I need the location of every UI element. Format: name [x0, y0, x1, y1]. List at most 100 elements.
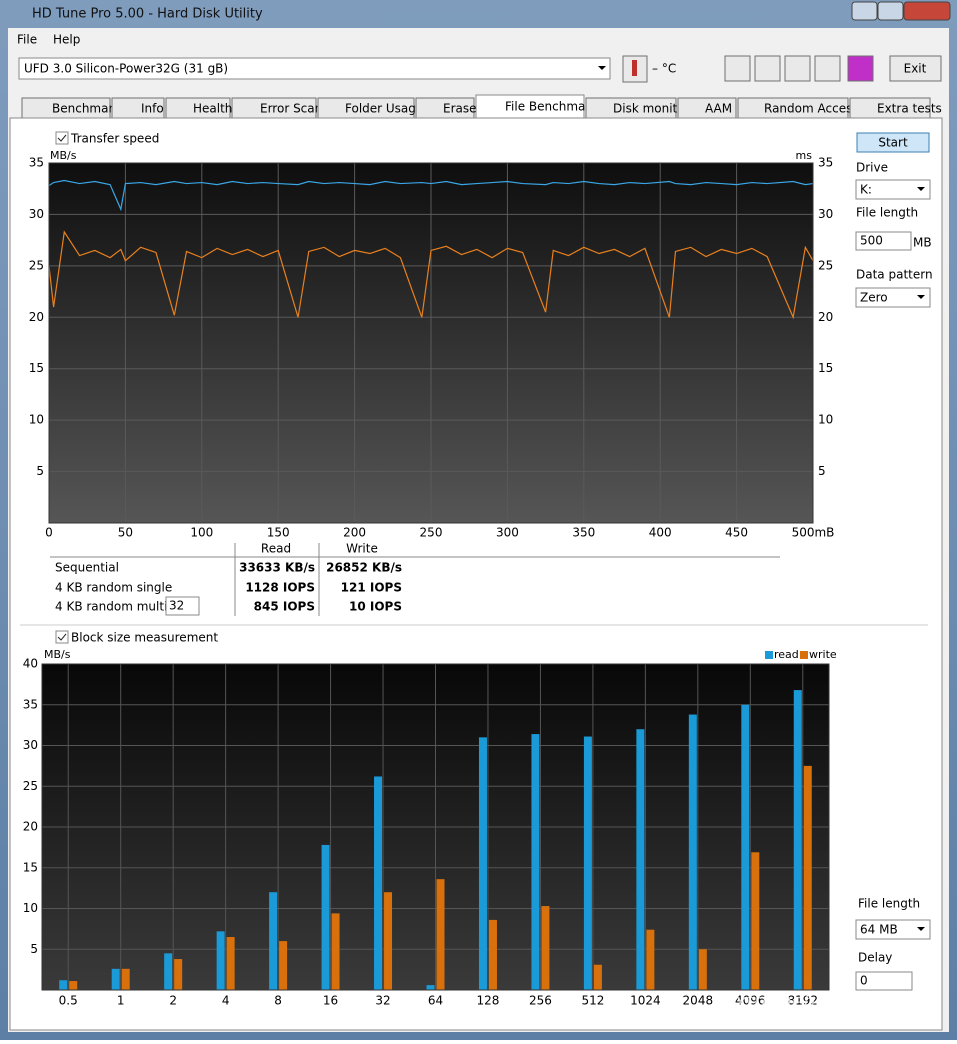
checkmark	[57, 134, 67, 142]
copy-all-button[interactable]	[754, 55, 781, 82]
spinner-text: 32	[169, 599, 184, 613]
x-tick-label: 350	[572, 526, 595, 540]
x-tick-label: 100	[190, 526, 213, 540]
options-button[interactable]	[814, 55, 841, 82]
pattern-combo[interactable]	[855, 287, 931, 308]
row-label: 4 KB random single	[55, 581, 172, 595]
bar	[374, 776, 383, 990]
y-axis-label: MB/s	[50, 149, 77, 162]
checkbox[interactable]	[55, 131, 69, 145]
y2-axis-label: ms	[796, 149, 813, 162]
save-button[interactable]	[784, 55, 811, 82]
x-tick-label: 0	[45, 526, 53, 540]
bar	[751, 852, 760, 990]
bar	[226, 937, 235, 990]
dropdown-arrow	[598, 66, 606, 70]
y-tick-label: 35	[29, 156, 44, 170]
bar	[436, 879, 445, 990]
bar	[741, 704, 750, 990]
bar	[698, 949, 707, 990]
bar	[321, 844, 330, 990]
label: Data pattern	[856, 268, 933, 282]
exit-button[interactable]	[889, 55, 942, 82]
bar	[59, 980, 68, 990]
x-tick-label: 150	[267, 526, 290, 540]
label: File length	[856, 206, 918, 220]
plot-border	[48, 162, 814, 524]
checkbox-label: Transfer speed	[70, 132, 159, 146]
update-button[interactable]	[847, 55, 874, 82]
column-header: Read	[261, 542, 291, 556]
x-tick-label: 8192	[787, 994, 818, 1008]
combo-text: Zero	[860, 291, 888, 305]
tab-label: Disk monitor	[613, 102, 690, 116]
bar	[531, 734, 540, 990]
bar	[478, 737, 487, 990]
series-line	[48, 179, 814, 212]
input-text: 500	[860, 234, 883, 248]
start-button[interactable]	[856, 132, 930, 153]
label: File length	[858, 897, 920, 911]
cell: 33633 KB/s	[239, 561, 315, 575]
checkbox[interactable]	[55, 630, 69, 644]
unit: MB	[913, 236, 932, 250]
menu-item[interactable]: Help	[53, 33, 80, 47]
x-tick-label: 8	[274, 994, 282, 1008]
y2-tick-label: 5	[818, 464, 826, 478]
x-tick-label: 256	[529, 994, 552, 1008]
x-tick-label: 512	[581, 994, 604, 1008]
queue-spinner[interactable]	[165, 596, 200, 616]
tab-label: Erase	[443, 102, 477, 116]
maximize-button[interactable]	[877, 1, 904, 21]
y-tick-label: 35	[23, 697, 38, 711]
bar	[583, 736, 592, 990]
file-length-input[interactable]	[855, 231, 912, 251]
tab-label: File Benchmark	[505, 100, 597, 114]
drive-select[interactable]	[18, 57, 611, 80]
x-tick-label: 250	[420, 526, 443, 540]
bar	[384, 892, 393, 990]
bar	[803, 765, 812, 990]
block-length-combo[interactable]	[855, 919, 931, 940]
close-button[interactable]	[903, 1, 951, 21]
copy-button[interactable]	[724, 55, 751, 82]
bar	[69, 981, 78, 990]
tab-label: Random Access	[764, 102, 859, 116]
bar	[164, 953, 173, 990]
dropdown-arrow	[917, 187, 925, 191]
label: Delay	[858, 951, 892, 965]
cell: 1128 IOPS	[245, 581, 315, 595]
x-tick-label: 32	[375, 994, 390, 1008]
combo-text: 64 MB	[860, 923, 898, 937]
x-tick-label: 64	[428, 994, 443, 1008]
tab-label: Health	[193, 102, 232, 116]
y-tick-label: 25	[23, 779, 38, 793]
bar	[111, 968, 120, 990]
temperature: – °C	[652, 62, 676, 76]
cell: 26852 KB/s	[326, 561, 402, 575]
bar	[269, 892, 278, 990]
minimize-button[interactable]	[851, 1, 878, 21]
x-tick-label: 0.5	[59, 994, 78, 1008]
tab-bar: Benchmark Info Health Error Scan Folder …	[21, 94, 942, 120]
bar	[793, 690, 802, 990]
y-tick-label: 5	[36, 464, 44, 478]
charts: 0 50 100 150 200 250 300 350 400 450 500mB51015202…	[23, 149, 837, 1008]
x-tick-label: 4096	[735, 994, 766, 1008]
y-tick-label: 40	[23, 657, 38, 671]
x-tick-label: 4	[222, 994, 230, 1008]
drive-combo[interactable]	[855, 179, 931, 200]
cell: 10 IOPS	[349, 600, 402, 614]
plot-border	[41, 663, 830, 991]
tab-label: Info	[141, 102, 164, 116]
menu-item[interactable]: File	[17, 33, 37, 47]
bar	[593, 964, 602, 990]
y2-tick-label: 35	[818, 156, 833, 170]
input-text: 0	[860, 974, 868, 988]
delay-input[interactable]	[855, 971, 913, 991]
y-tick-label: 15	[29, 361, 44, 375]
bar	[279, 941, 288, 990]
x-tick-label: 50	[118, 526, 133, 540]
bar	[121, 968, 130, 990]
y2-tick-label: 30	[818, 207, 833, 221]
